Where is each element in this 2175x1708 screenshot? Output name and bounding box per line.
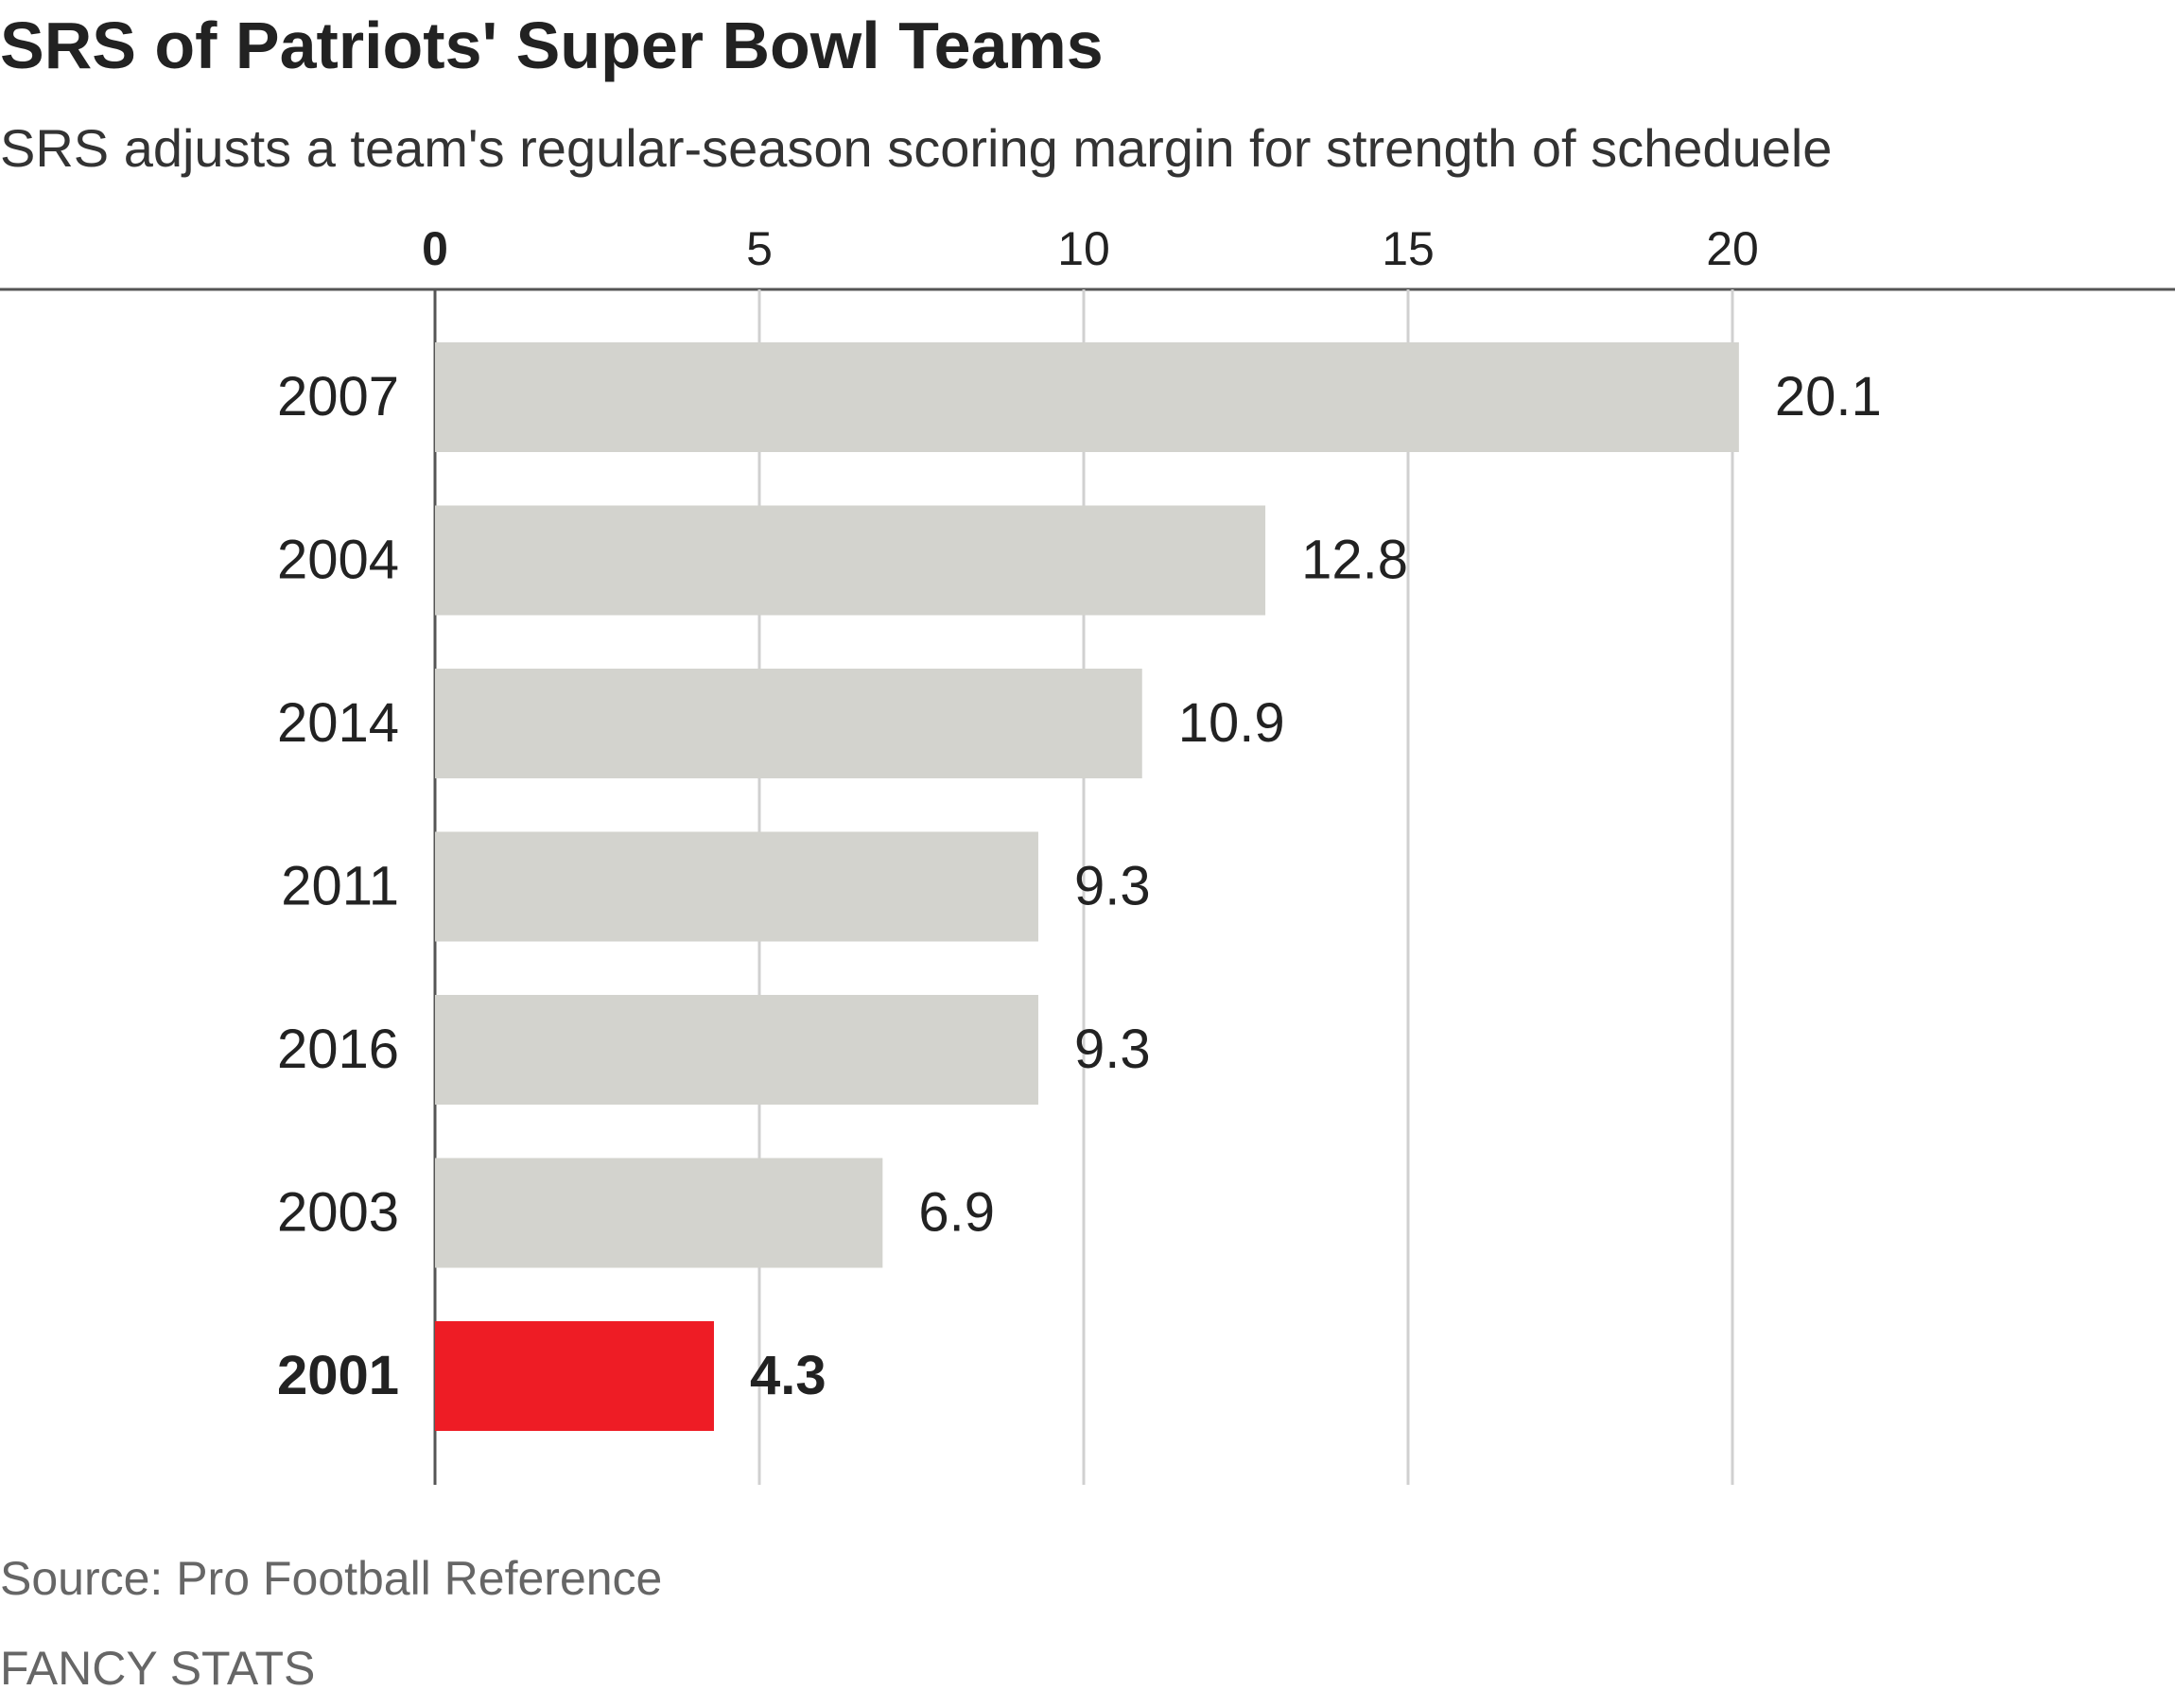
value-label-2003: 6.9 [918,1182,995,1244]
x-tick-label-0: 0 [422,222,448,275]
x-tick-label-5: 5 [746,222,773,275]
category-label-2011: 2011 [281,856,399,917]
bar-2014 [435,669,1142,778]
bar-2016 [435,995,1038,1105]
bar-2011 [435,831,1038,942]
category-label-2014: 2014 [277,692,399,754]
value-label-2001: 4.3 [750,1345,826,1406]
value-label-2016: 9.3 [1074,1019,1151,1080]
bar-2003 [435,1158,883,1268]
bar-2004 [435,505,1266,616]
bar-2001 [435,1321,714,1431]
category-label-2001: 2001 [277,1345,399,1406]
credit-line: FANCY STATS [0,1642,316,1695]
value-label-2004: 12.8 [1301,530,1408,591]
x-tick-label-10: 10 [1057,222,1110,275]
chart-title: SRS of Patriots' Super Bowl Teams [0,9,1104,82]
category-label-2016: 2016 [277,1019,399,1080]
x-tick-label-15: 15 [1382,222,1435,275]
value-label-2014: 10.9 [1178,692,1285,754]
value-label-2011: 9.3 [1074,856,1151,917]
x-tick-label-20: 20 [1706,222,1759,275]
category-label-2007: 2007 [277,366,399,427]
chart-subtitle: SRS adjusts a team's regular-season scor… [0,118,1833,178]
bar-2007 [435,342,1739,452]
bar-chart: 0 5 10 15 20 2007 20.1 2004 12.8 2014 10.9 2011 9.3 2… [0,222,2175,1485]
value-label-2007: 20.1 [1775,366,1882,427]
source-note: Source: Pro Football Reference [0,1552,663,1605]
category-label-2003: 2003 [277,1182,399,1244]
category-label-2004: 2004 [277,530,399,591]
